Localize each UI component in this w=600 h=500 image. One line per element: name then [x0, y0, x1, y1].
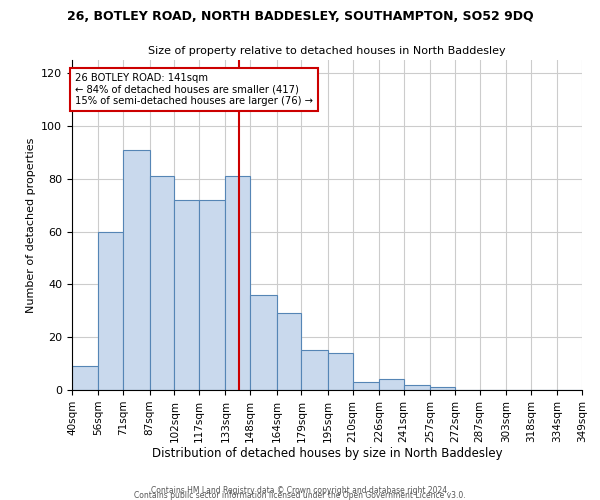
Bar	[250, 295, 277, 390]
Bar	[149, 176, 175, 390]
Bar	[301, 350, 328, 390]
Bar	[277, 314, 301, 390]
Text: 26 BOTLEY ROAD: 141sqm
← 84% of detached houses are smaller (417)
15% of semi-de: 26 BOTLEY ROAD: 141sqm ← 84% of detached…	[76, 73, 313, 106]
Title: Size of property relative to detached houses in North Baddesley: Size of property relative to detached ho…	[148, 46, 506, 56]
Y-axis label: Number of detached properties: Number of detached properties	[26, 138, 35, 312]
X-axis label: Distribution of detached houses by size in North Baddesley: Distribution of detached houses by size …	[152, 448, 502, 460]
Bar	[353, 382, 379, 390]
Bar	[404, 384, 430, 390]
Bar	[98, 232, 123, 390]
Bar	[72, 366, 98, 390]
Bar	[226, 176, 250, 390]
Text: 26, BOTLEY ROAD, NORTH BADDESLEY, SOUTHAMPTON, SO52 9DQ: 26, BOTLEY ROAD, NORTH BADDESLEY, SOUTHA…	[67, 10, 533, 23]
Bar	[123, 150, 149, 390]
Bar	[328, 353, 353, 390]
Bar	[199, 200, 226, 390]
Text: Contains public sector information licensed under the Open Government Licence v3: Contains public sector information licen…	[134, 491, 466, 500]
Bar	[379, 380, 404, 390]
Bar	[175, 200, 199, 390]
Bar	[430, 388, 455, 390]
Text: Contains HM Land Registry data © Crown copyright and database right 2024.: Contains HM Land Registry data © Crown c…	[151, 486, 449, 495]
